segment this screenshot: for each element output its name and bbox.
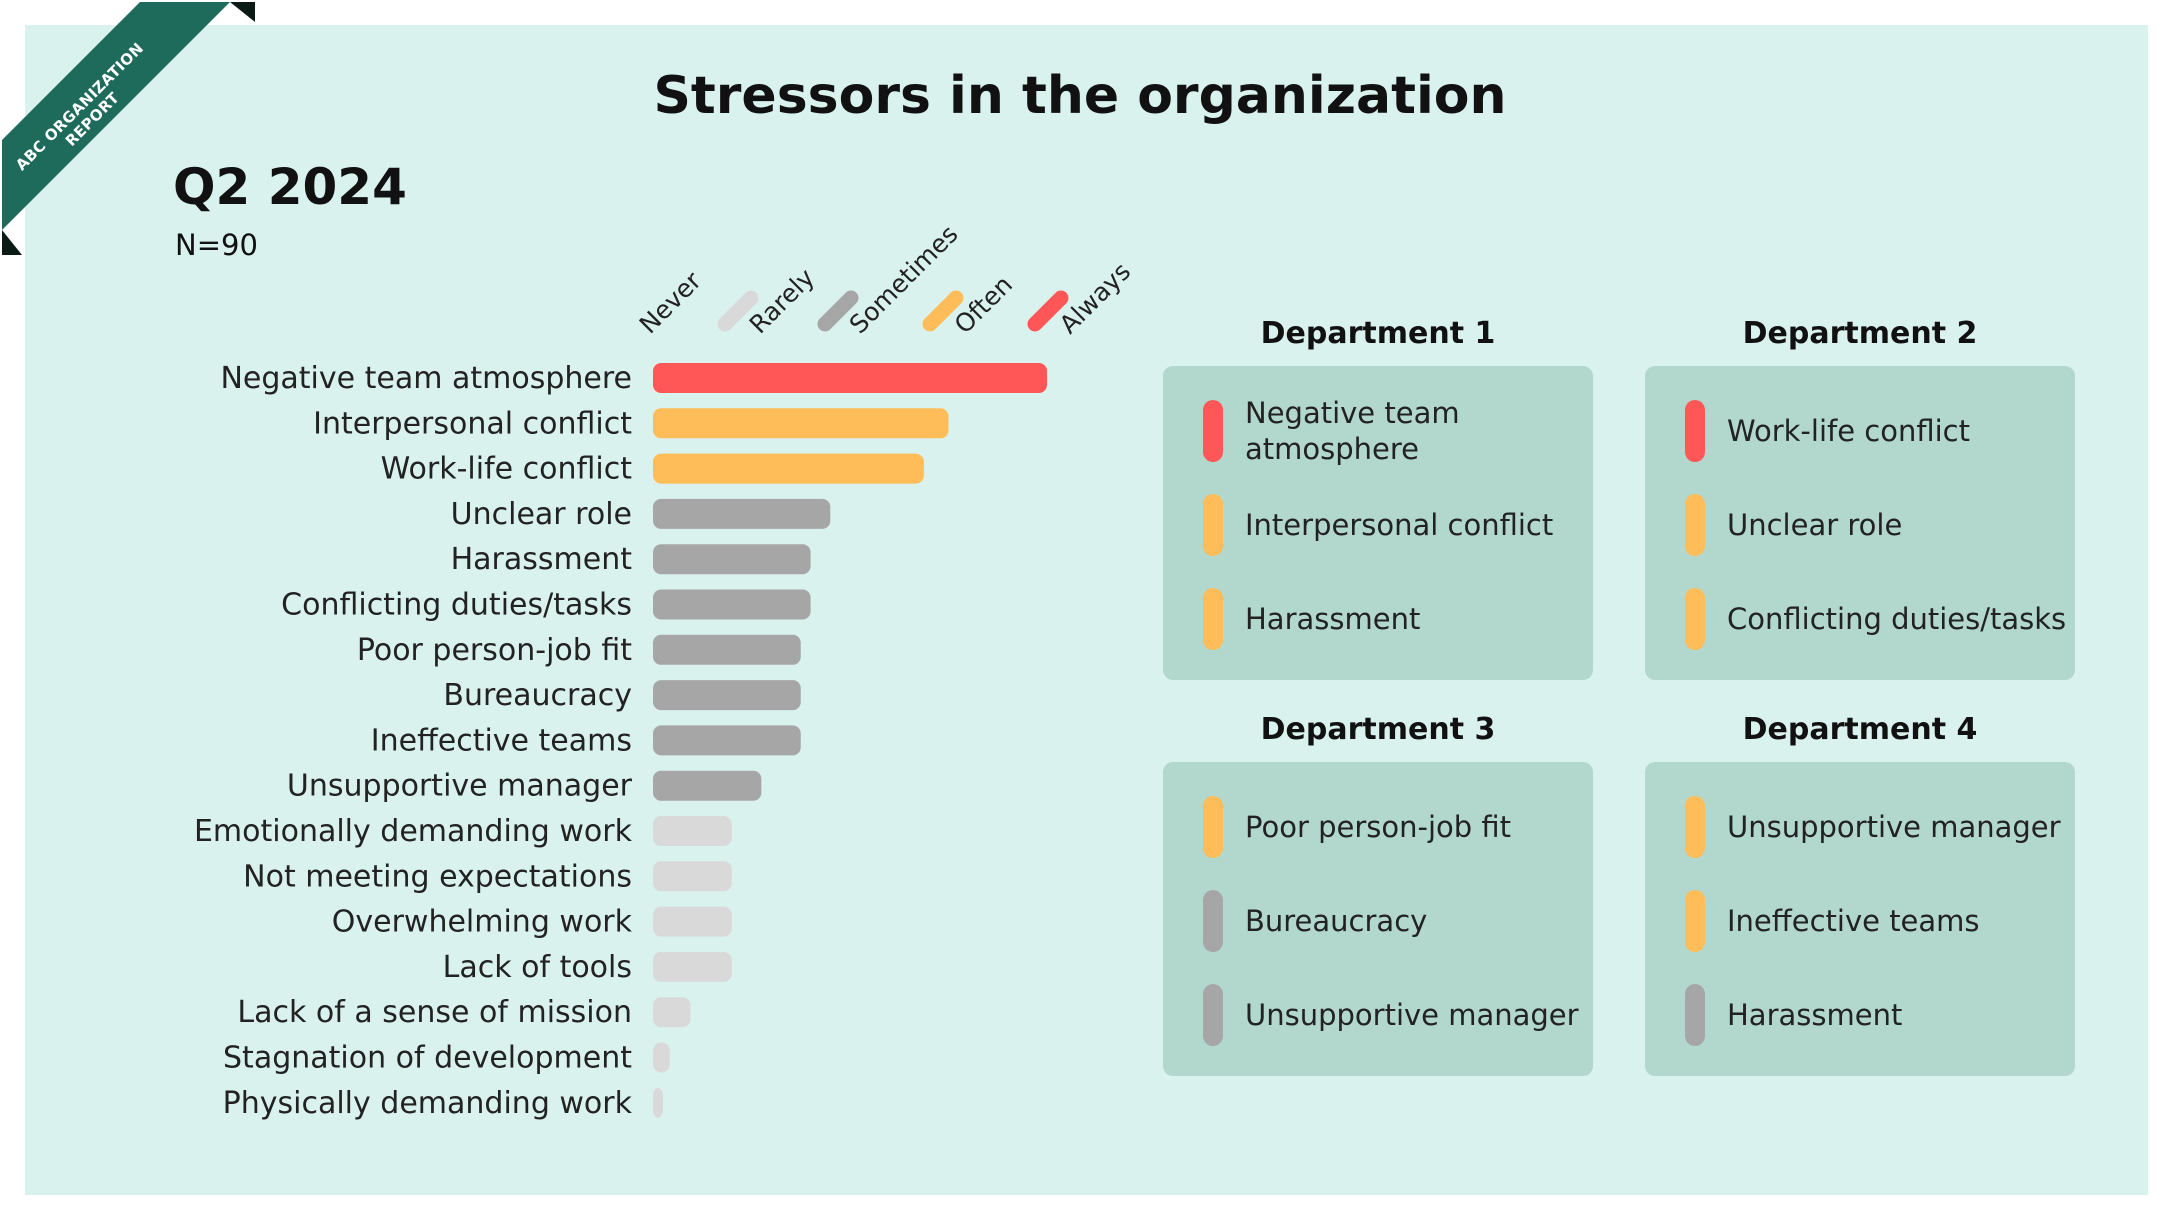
department-item-label: Poor person-job fit	[1245, 810, 1512, 844]
bar-not-meeting-expectations	[653, 861, 732, 892]
bar-work-life-conflict	[653, 453, 924, 484]
category-label-not-meeting-expectations: Not meeting expectations	[243, 859, 632, 894]
category-label-poor-person-job-fit: Poor person-job fit	[357, 633, 632, 668]
category-label-unsupportive-manager: Unsupportive manager	[287, 769, 633, 804]
department-title-4: Department 4	[1742, 712, 1978, 747]
bar-harassment	[653, 544, 811, 575]
bar-overwhelming-work	[653, 906, 732, 937]
category-label-bureaucracy: Bureaucracy	[443, 678, 632, 713]
level-marker	[1685, 796, 1705, 858]
category-label-conflicting-duties-tasks: Conflicting duties/tasks	[281, 588, 632, 623]
legend-swatch-often	[922, 290, 964, 332]
category-label-overwhelming-work: Overwhelming work	[332, 905, 633, 940]
category-label-physically-demanding-work: Physically demanding work	[223, 1086, 633, 1121]
report-ribbon: ABC ORGANIZATION REPORT	[0, 0, 260, 260]
legend-label-never: Never	[634, 266, 708, 340]
category-label-stagnation-of-development: Stagnation of development	[223, 1041, 632, 1076]
level-marker	[1685, 890, 1705, 952]
category-label-unclear-role: Unclear role	[451, 497, 632, 532]
bar-conflicting-duties-tasks	[653, 589, 811, 620]
category-label-harassment: Harassment	[451, 542, 633, 577]
department-box-1: Negative team atmosphere Interpersonal co…	[1163, 366, 1593, 680]
level-marker	[1203, 494, 1223, 556]
bar-unsupportive-manager	[653, 770, 762, 801]
department-item-label: Unclear role	[1727, 508, 1903, 542]
department-item-label: Negative team atmosphere	[1245, 396, 1460, 466]
category-label-emotionally-demanding-work: Emotionally demanding work	[194, 814, 633, 849]
level-marker	[1203, 890, 1223, 952]
category-label-lack-of-a-sense-of-mission: Lack of a sense of mission	[237, 995, 632, 1030]
stressors-bar-chart: Negative team atmosphere Interpersonal co…	[194, 219, 1136, 1121]
department-item-label: Ineffective teams	[1727, 904, 1980, 938]
department-item-label: Unsupportive manager	[1245, 998, 1579, 1032]
level-marker	[1685, 984, 1705, 1046]
department-item-label: Conflicting duties/tasks	[1727, 602, 2067, 636]
department-title-2: Department 2	[1742, 316, 1978, 351]
bar-interpersonal-conflict	[653, 408, 949, 439]
level-marker	[1203, 400, 1223, 462]
level-marker	[1203, 588, 1223, 650]
department-item-label: Bureaucracy	[1245, 904, 1428, 938]
sample-size: N=90	[175, 228, 258, 262]
department-item-label: Work-life conflict	[1727, 414, 1970, 448]
legend-label-sometimes: Sometimes	[844, 219, 964, 339]
department-item-label: Harassment	[1727, 998, 1903, 1032]
department-box-2: Work-life conflict Unclear role Conflictin…	[1645, 366, 2075, 680]
level-marker	[1203, 984, 1223, 1046]
department-box-3: Poor person-job fit Bureaucracy Unsupporti…	[1163, 762, 1593, 1076]
bar-unclear-role	[653, 498, 831, 529]
bar-negative-team-atmosphere	[653, 363, 1047, 393]
department-box-4: Unsupportive manager Ineffective teams Har…	[1645, 762, 2075, 1076]
legend-swatch-sometimes	[817, 290, 859, 332]
bar-physically-demanding-work	[653, 1087, 663, 1118]
legend-swatch-rarely	[717, 290, 759, 332]
category-label-negative-team-atmosphere: Negative team atmosphere	[220, 361, 632, 396]
category-label-interpersonal-conflict: Interpersonal conflict	[313, 406, 632, 441]
level-marker	[1685, 588, 1705, 650]
ribbon-shape	[2, 2, 255, 255]
page-title: Stressors in the organization	[653, 66, 1507, 126]
department-item-label: Harassment	[1245, 602, 1421, 636]
bar-lack-of-tools	[653, 951, 732, 982]
department-item-label: Unsupportive manager	[1727, 810, 2061, 844]
bar-lack-of-a-sense-of-mission	[653, 997, 691, 1028]
legend-swatch-always	[1027, 290, 1069, 332]
bar-poor-person-job-fit	[653, 634, 801, 665]
period-label: Q2 2024	[173, 158, 407, 216]
category-label-ineffective-teams: Ineffective teams	[371, 723, 632, 758]
department-title-1: Department 1	[1260, 316, 1496, 351]
department-item-label: Interpersonal conflict	[1245, 508, 1554, 542]
level-marker	[1685, 494, 1705, 556]
level-marker	[1685, 400, 1705, 462]
category-label-lack-of-tools: Lack of tools	[443, 950, 632, 985]
department-title-3: Department 3	[1260, 712, 1496, 747]
bar-bureaucracy	[653, 680, 801, 711]
level-marker	[1203, 796, 1223, 858]
bar-stagnation-of-development	[653, 1042, 670, 1073]
category-label-work-life-conflict: Work-life conflict	[381, 452, 633, 487]
bar-ineffective-teams	[653, 725, 801, 756]
bar-emotionally-demanding-work	[653, 816, 732, 846]
